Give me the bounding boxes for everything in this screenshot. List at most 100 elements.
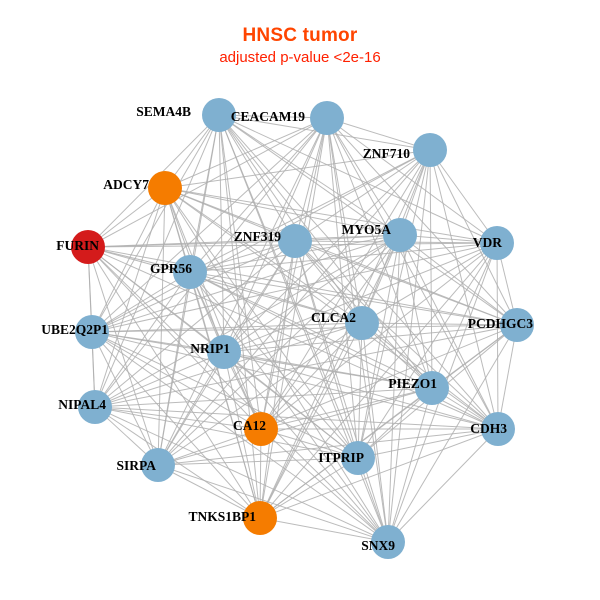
network-node[interactable] [500, 308, 534, 342]
network-node[interactable] [415, 371, 449, 405]
network-node[interactable] [243, 501, 277, 535]
network-edge [91, 114, 220, 333]
network-edge [259, 457, 359, 519]
network-edge [361, 322, 389, 543]
network-edge [189, 242, 498, 273]
network-node[interactable] [413, 133, 447, 167]
network-node[interactable] [278, 224, 312, 258]
network-edge [399, 234, 433, 389]
network-node[interactable] [341, 441, 375, 475]
network-node[interactable] [78, 390, 112, 424]
network-edge [357, 428, 499, 459]
network-edge [326, 117, 363, 324]
network-edge [189, 271, 518, 326]
network-edge [157, 387, 433, 466]
network-node[interactable] [71, 230, 105, 264]
network-edge [259, 117, 328, 519]
plot-title-block: HNSC tumor adjusted p-value <2e-16 [0, 26, 600, 65]
network-node[interactable] [173, 255, 207, 289]
network-edge [157, 117, 328, 466]
network-node[interactable] [207, 335, 241, 369]
network-edge [326, 117, 499, 430]
network-edge [164, 187, 498, 244]
network-edge [326, 117, 359, 459]
network-node-label: SNX9 [361, 538, 395, 553]
network-edge [91, 271, 191, 333]
network-edge [91, 331, 359, 459]
network-node[interactable] [345, 306, 379, 340]
plot-subtitle: adjusted p-value <2e-16 [219, 49, 381, 66]
network-node-label: CDH3 [470, 421, 507, 436]
edge-layer [87, 114, 518, 543]
network-edge [189, 271, 363, 324]
network-node-label: ADCY7 [103, 177, 149, 192]
network-edge [164, 187, 389, 543]
network-edge [87, 246, 191, 273]
network-edge [429, 149, 518, 326]
network-node-label: GPR56 [150, 261, 192, 276]
network-node[interactable] [480, 226, 514, 260]
network-edge [91, 322, 363, 333]
network-edge [357, 234, 401, 459]
network-edge [223, 324, 518, 353]
network-node[interactable] [202, 98, 236, 132]
network-edge [218, 114, 401, 236]
network-node[interactable] [310, 101, 344, 135]
network-edge [164, 187, 401, 236]
network-edge [387, 428, 499, 543]
node-label-layer: SEMA4B CEACAM19 ZNF710 ADCY7 FURIN ZNF319 MYO5… [41, 104, 533, 553]
network-edge [94, 234, 401, 408]
network-edge [294, 240, 518, 326]
network-node[interactable] [383, 218, 417, 252]
network-edge [91, 331, 159, 466]
network-edge [259, 242, 498, 519]
network-node[interactable] [141, 448, 175, 482]
network-edge [259, 517, 389, 543]
network-edge [91, 331, 499, 430]
network-edge [189, 271, 499, 430]
network-edge [91, 149, 431, 333]
network-node-label: FURIN [56, 238, 99, 253]
page-title: HNSC tumor [242, 25, 358, 46]
network-edge [260, 324, 518, 430]
network-edge [361, 242, 498, 324]
network-edge [223, 351, 389, 543]
network-node[interactable] [481, 412, 515, 446]
network-node[interactable] [244, 412, 278, 446]
network-edge [94, 351, 225, 408]
network-edge [259, 149, 431, 519]
network-edge [157, 457, 359, 466]
network-node-label: CA12 [233, 418, 266, 433]
network-edge [91, 324, 518, 333]
network-edge [91, 234, 401, 333]
network-edge [218, 114, 328, 119]
network-node[interactable] [371, 525, 405, 559]
network-node-label: ZNF319 [234, 229, 282, 244]
network-node[interactable] [148, 171, 182, 205]
network-edge [294, 240, 359, 459]
network-edge [94, 387, 433, 408]
network-edge [189, 271, 389, 543]
network-edge [91, 117, 328, 333]
network-edge [260, 387, 433, 430]
network-edge [218, 114, 359, 459]
network-edge [164, 149, 431, 189]
network-node-label: VDR [473, 235, 502, 250]
network-edge [218, 114, 225, 353]
network-edge [157, 271, 191, 466]
network-edge [218, 114, 363, 324]
network-edge [218, 114, 296, 242]
network-edge [87, 117, 328, 248]
network-node-label: NIPAL4 [58, 397, 106, 412]
node-layer [71, 98, 534, 559]
network-edge [157, 187, 166, 466]
network-node[interactable] [75, 315, 109, 349]
network-edge [157, 464, 389, 543]
network-edge [94, 117, 328, 408]
network-edge [496, 242, 499, 430]
network-edge [94, 406, 499, 430]
network-edge [399, 234, 499, 430]
network-edge [218, 114, 499, 430]
